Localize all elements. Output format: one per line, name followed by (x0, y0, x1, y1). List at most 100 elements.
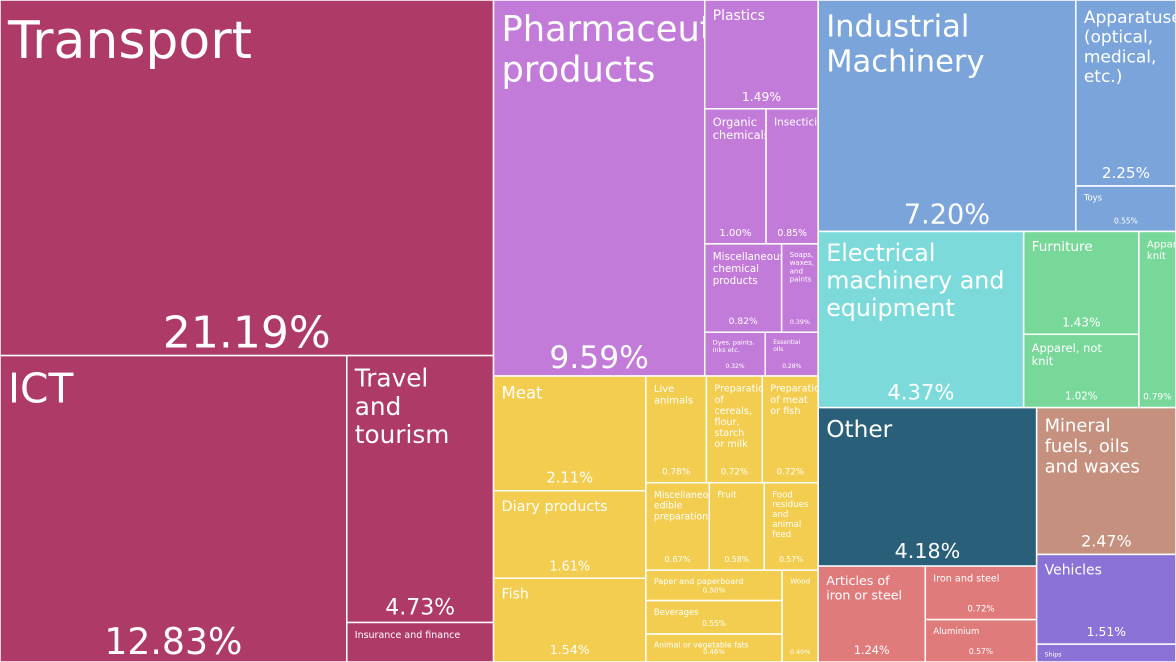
tile-label-line: chemical (713, 263, 759, 275)
tile-label: ICT (8, 364, 73, 412)
tile-label-line: or milk (714, 439, 748, 450)
tile-label-line: edible (654, 501, 683, 512)
tile-label: Meat (502, 384, 544, 403)
tile-label-line: Ships (1045, 651, 1062, 658)
tile-value-label: 0.58% (725, 555, 749, 564)
tile-label-line: Diary products (502, 499, 608, 515)
tile-label: Travel and tourism (354, 363, 450, 449)
tile (1022, 230, 1140, 336)
tile-value-label: 1.00% (719, 228, 752, 239)
tile-label: Soaps, waxes, and paints (790, 250, 814, 284)
tile-label-line: Fruit (717, 490, 737, 500)
tile (765, 108, 819, 245)
tile (1022, 333, 1140, 409)
tile-value-label: 2.11% (546, 470, 593, 487)
tile-label: Wood (790, 576, 810, 585)
tile-value-label: 0.46% (703, 648, 725, 656)
tile-label-line: Miscellaneous (713, 251, 785, 263)
tile-label: Essential oils (773, 339, 800, 353)
tile-label: Ships (1045, 651, 1062, 658)
tile (761, 375, 819, 484)
tile-label-line: Organic (713, 115, 757, 129)
tile-label: Transport (7, 11, 252, 71)
tile-label-line: or fish (770, 406, 800, 417)
tile-value-label: 0.55% (1114, 216, 1138, 225)
tile-label: Insurance and finance (355, 630, 461, 641)
tile-value-label: 1.02% (1065, 392, 1098, 403)
tile-label-line: preparations (654, 511, 713, 522)
tile-value-label: 1.51% (1087, 624, 1127, 639)
tile-label-line: Insurance and finance (355, 630, 461, 641)
tile-label-line: products (713, 275, 758, 287)
tile-label: Apparatuses(optical,medical,etc.) (1084, 8, 1176, 87)
tile-label-line: Essential (773, 339, 800, 346)
tile-label-line: starch (714, 428, 744, 439)
tile-label: Live animals (654, 384, 693, 407)
tile-value-label: 0.82% (729, 317, 758, 327)
tile-label-line: Live (654, 384, 674, 395)
tile (346, 621, 495, 662)
tile-label: Vehicles (1045, 562, 1102, 578)
tile-label: Industrial Machinery (826, 10, 984, 80)
tile-label: Beverages (654, 607, 699, 617)
tile-label-line: Toys (1083, 192, 1102, 202)
tile-label-line: Preparations (770, 384, 831, 395)
tile-label-line: residues (772, 500, 809, 510)
tile-label-line: Soaps, (790, 250, 814, 259)
tile-label: Miscellaneous edible preparations (654, 490, 719, 522)
tile-label: Apparel,knit (1147, 240, 1176, 263)
tile-label-line: Preparations (714, 384, 775, 395)
tile-label: Furniture (1032, 239, 1093, 255)
tile-label: Diary products (502, 499, 608, 515)
tile-label: Iron and steel (933, 574, 999, 585)
tile (781, 569, 819, 662)
tile-label-line: and (772, 510, 788, 520)
tile (645, 599, 783, 635)
tile (645, 569, 783, 602)
tile-value-label: 0.85% (777, 228, 807, 239)
tile-value-label: 0.39% (790, 319, 810, 326)
tile-label: Miscellaneous chemical products (713, 251, 785, 287)
tile (817, 406, 1038, 567)
tile-value-label: 0.57% (969, 647, 993, 656)
tile-value-label: 0.40% (790, 648, 810, 656)
tile-value-label: 12.83% (104, 620, 242, 662)
tile-label-line: Travel (354, 363, 429, 392)
tile-label: Apparel, not knit (1032, 341, 1103, 368)
tile-label-line: Paper and paperboard (654, 577, 744, 586)
tile-label-line: equipment (826, 294, 955, 322)
tile-value-label: 0.57% (779, 555, 803, 564)
tile-label-line: inks etc. (713, 346, 740, 354)
tile-label-line: and (790, 266, 803, 275)
tile-label-line: knit (1147, 251, 1166, 262)
tile-label-line: machinery and (826, 267, 1004, 295)
tile (492, 375, 647, 492)
tile (708, 481, 765, 571)
tile-label-line: animal (772, 520, 801, 530)
tile-value-label: 1.49% (742, 90, 781, 104)
tile-label-line: Machinery (826, 45, 984, 80)
tile (645, 481, 711, 571)
tile-value-label: 0.67% (664, 554, 690, 564)
tile (817, 565, 927, 662)
tile-value-label: 0.72% (721, 468, 748, 478)
tile-label: Electrical machinery and equipment (826, 239, 1004, 322)
tile-label-line: fuels, oils (1045, 436, 1129, 457)
tile-label-line: Articles of (826, 573, 890, 588)
tile-label-line: Plastics (713, 8, 765, 24)
tile-label: Preparations of cereals, flour, starch or mil… (714, 384, 775, 451)
tile-label-line: Apparel, (1147, 240, 1176, 251)
tile (763, 481, 819, 571)
tile-label-line: Transport (7, 11, 252, 71)
tile-label: Animal or vegetable fats (654, 641, 749, 650)
tile-label-line: Aluminium (933, 627, 979, 637)
tile (0, 0, 495, 357)
tile-label: Aluminium (933, 627, 979, 637)
tile-label-line: Apparel, not (1032, 341, 1103, 355)
tile-value-label: 0.50% (703, 586, 726, 595)
tile-label-line: Industrial (826, 10, 969, 45)
tile-value-label: 0.79% (1143, 393, 1172, 403)
tile (1035, 553, 1176, 645)
tile-label: Food residues and animal feed (772, 490, 809, 540)
